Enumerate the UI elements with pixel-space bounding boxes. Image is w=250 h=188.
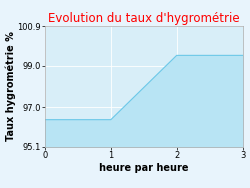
X-axis label: heure par heure: heure par heure bbox=[99, 163, 188, 173]
Y-axis label: Taux hygrométrie %: Taux hygrométrie % bbox=[5, 32, 16, 141]
Title: Evolution du taux d'hygrométrie: Evolution du taux d'hygrométrie bbox=[48, 12, 240, 25]
